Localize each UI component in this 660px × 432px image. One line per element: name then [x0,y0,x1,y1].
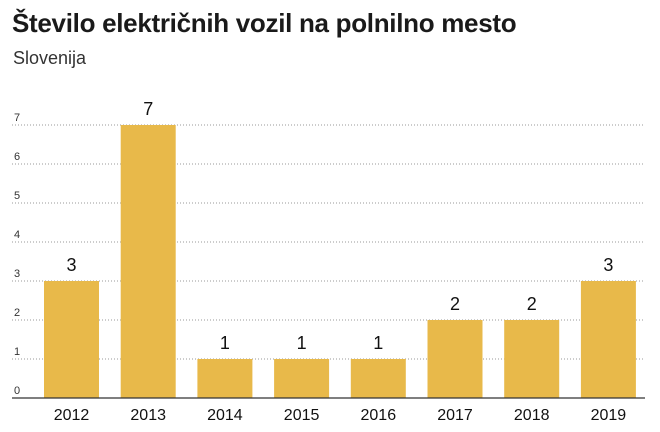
data-label: 1 [297,333,307,353]
x-tick-label: 2015 [284,407,320,424]
x-tick-label: 2018 [514,407,550,424]
bar [427,320,483,398]
bar [504,320,560,398]
bar [197,359,253,398]
x-tick-label: 2016 [361,407,397,424]
x-tick-label: 2017 [437,407,473,424]
y-tick-label: 0 [14,385,20,397]
bar [580,281,636,398]
x-tick-label: 2013 [130,407,166,424]
data-label: 3 [66,255,76,275]
y-tick-label: 6 [14,151,20,163]
y-tick-label: 1 [14,346,20,358]
y-tick-label: 7 [14,112,20,124]
y-tick-label: 2 [14,307,20,319]
data-label: 2 [450,294,460,314]
data-label: 2 [527,294,537,314]
data-label: 3 [603,255,613,275]
data-label: 1 [220,333,230,353]
x-tick-label: 2012 [54,407,90,424]
y-tick-label: 4 [14,229,20,241]
bar [120,125,176,398]
bar [44,281,99,398]
x-tick-label: 2014 [207,407,243,424]
y-tick-label: 5 [14,190,20,202]
bar [350,359,406,398]
data-label: 1 [373,333,383,353]
x-tick-label: 2019 [591,407,627,424]
y-tick-label: 3 [14,268,20,280]
bar [274,359,330,398]
chart-subtitle: Slovenija [13,48,87,68]
data-label: 7 [143,99,153,119]
chart-title: Število električnih vozil na polnilno me… [12,8,517,38]
